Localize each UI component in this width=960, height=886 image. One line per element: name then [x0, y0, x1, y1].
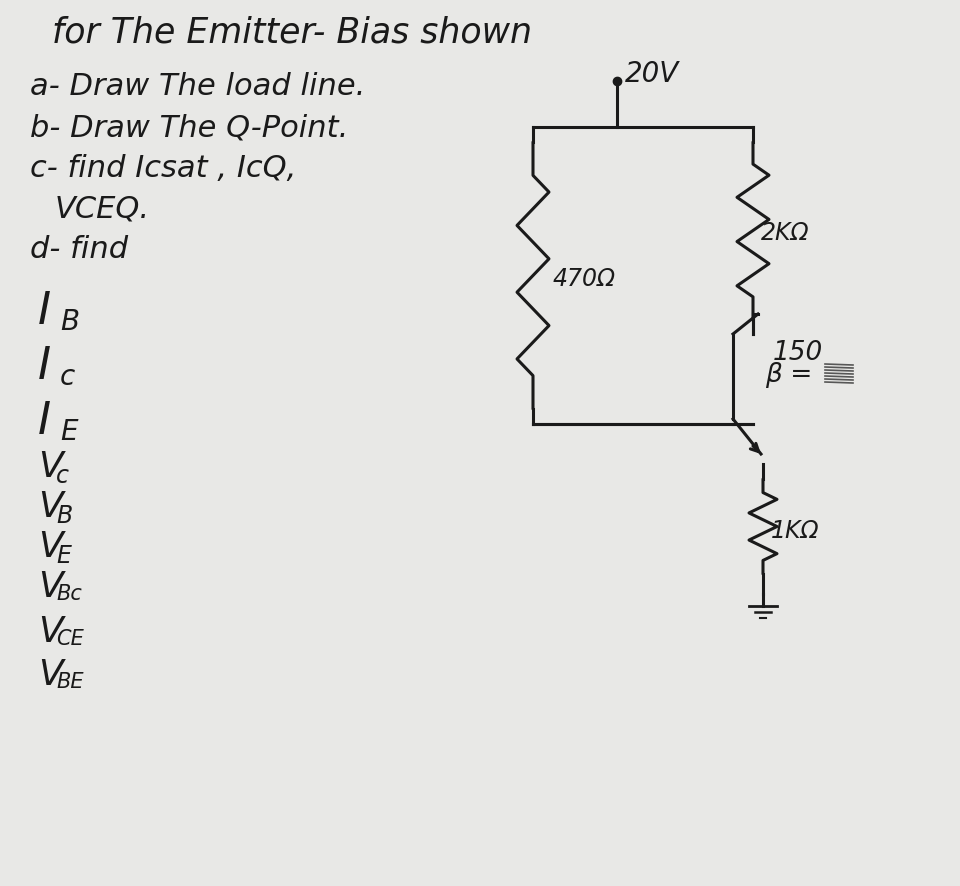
- Text: 1KΩ: 1KΩ: [771, 519, 820, 543]
- Text: V: V: [38, 570, 62, 603]
- Text: d- find: d- find: [30, 235, 128, 264]
- Text: E: E: [60, 417, 78, 446]
- Text: V: V: [38, 530, 62, 563]
- Text: CE: CE: [56, 628, 84, 649]
- Text: VCEQ.: VCEQ.: [55, 194, 150, 222]
- Text: V: V: [38, 489, 62, 524]
- Text: b- Draw The Q-Point.: b- Draw The Q-Point.: [30, 113, 348, 142]
- Text: B: B: [60, 307, 79, 336]
- Text: V: V: [38, 657, 62, 691]
- Text: c: c: [56, 463, 69, 487]
- Text: I: I: [38, 400, 51, 442]
- Text: a- Draw The load line.: a- Draw The load line.: [30, 72, 366, 101]
- Text: c- find Icsat , IcQ,: c- find Icsat , IcQ,: [30, 154, 297, 183]
- Text: B: B: [56, 503, 72, 527]
- Text: 20V: 20V: [625, 60, 680, 88]
- Text: Bc: Bc: [56, 583, 82, 603]
- Text: 2KΩ: 2KΩ: [761, 222, 809, 245]
- Text: BE: BE: [56, 672, 84, 691]
- Text: I: I: [38, 345, 51, 387]
- Text: I: I: [38, 290, 51, 332]
- Text: E: E: [56, 543, 71, 567]
- Text: 150: 150: [773, 339, 824, 366]
- Text: 470Ω: 470Ω: [553, 266, 616, 291]
- Text: c: c: [60, 362, 75, 391]
- Text: β =: β =: [765, 361, 812, 387]
- Text: V: V: [38, 449, 62, 484]
- Text: V: V: [38, 614, 62, 649]
- Text: for The Emitter- Bias shown: for The Emitter- Bias shown: [52, 15, 532, 49]
